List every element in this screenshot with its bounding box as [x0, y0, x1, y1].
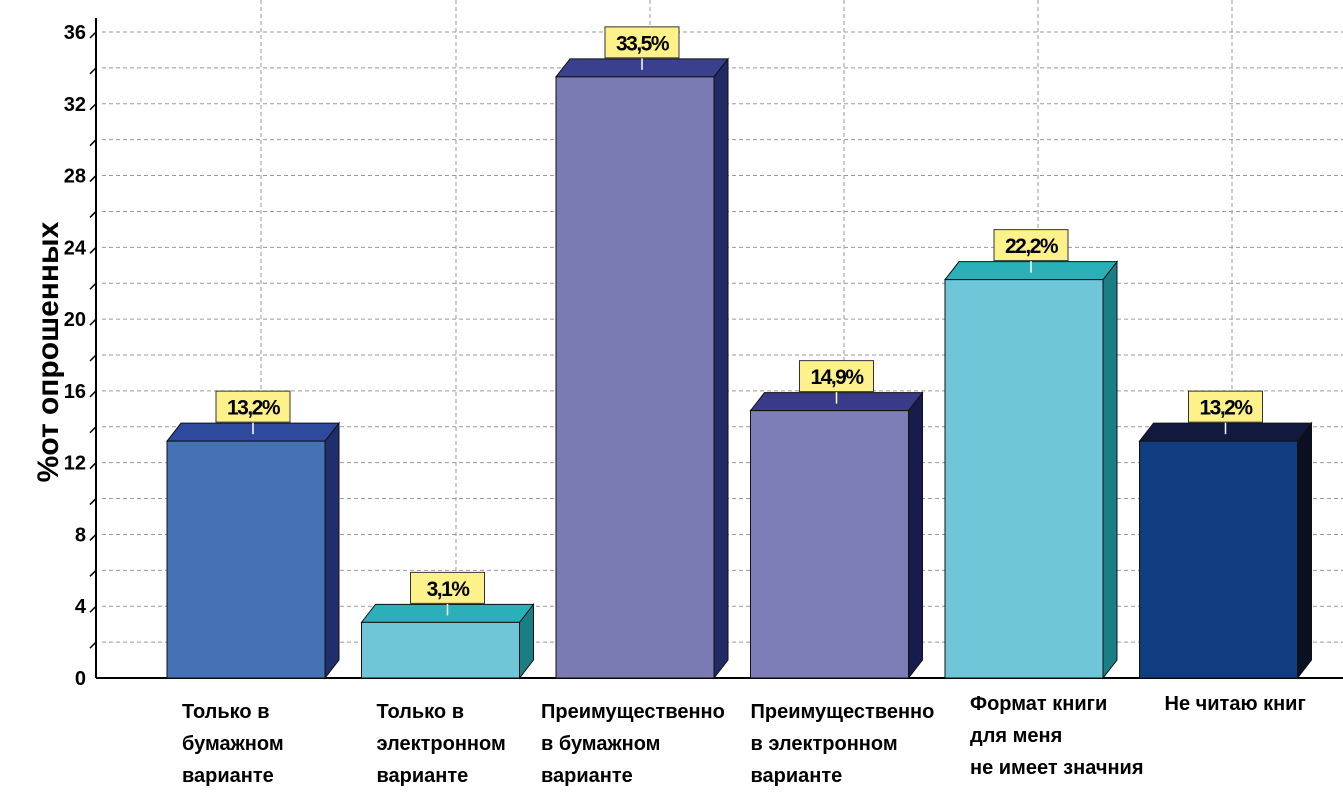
y-tick-label: 8 — [75, 524, 86, 546]
y-tick-mark — [89, 103, 97, 111]
category-label: Только в бумажном варианте — [182, 701, 284, 787]
data-label-box — [799, 360, 874, 393]
data-labels: 13,2% 3,1% 33,5% 14,9% 22,2% 13,2% — [215, 26, 1263, 616]
bar — [165, 421, 341, 680]
y-tick-mark — [89, 498, 97, 506]
y-tick-mark — [89, 426, 97, 434]
y-tick-mark — [89, 246, 97, 254]
y-tick-label: 32 — [64, 94, 86, 116]
data-label: 13,2% — [1188, 390, 1263, 435]
bar-front — [1139, 440, 1298, 679]
bar-front — [750, 410, 909, 679]
y-tick-mark — [89, 354, 97, 362]
y-tick-mark — [89, 390, 97, 398]
y-axis-label: %от опрошенных — [32, 221, 65, 482]
y-tick-mark — [89, 67, 97, 75]
category-label: Преимущественно в бумажном варианте — [541, 701, 725, 787]
data-label-box — [410, 571, 485, 604]
data-label-text: 14,9% — [810, 366, 864, 389]
data-label-text: 13,2% — [1199, 397, 1253, 420]
bar-front — [555, 76, 715, 679]
bar-side — [1102, 260, 1118, 680]
y-tick-mark — [89, 318, 97, 326]
y-tick-mark — [89, 31, 97, 39]
bar-side — [908, 391, 923, 680]
category-labels: Только в бумажном варианте Только в электрон… — [182, 693, 1306, 787]
y-tick-label: 28 — [64, 166, 86, 188]
data-label-box — [604, 26, 680, 59]
data-label-box — [993, 229, 1069, 262]
category-label: Формат книги для меня не имеет значния — [970, 693, 1144, 779]
data-label-text: 13,2% — [227, 397, 281, 420]
y-tick-mark — [89, 462, 97, 470]
bar-front — [361, 621, 520, 679]
category-label: Преимущественно в электронном варианте — [751, 701, 935, 787]
y-tick-mark — [89, 641, 97, 649]
data-label-text: 22,2% — [1005, 235, 1059, 258]
y-tick-label: 4 — [75, 596, 87, 618]
data-label: 3,1% — [410, 571, 485, 616]
bar-side — [1297, 421, 1312, 680]
y-tick-label: 16 — [64, 381, 86, 403]
bar-side — [324, 421, 340, 680]
y-tick-mark — [89, 533, 97, 541]
bar — [1138, 421, 1313, 680]
data-label: 22,2% — [993, 229, 1069, 273]
category-label: Только в электронном варианте — [377, 701, 506, 787]
data-label-box — [215, 390, 291, 423]
category-label: Не читаю книг — [1165, 693, 1306, 715]
data-label: 13,2% — [215, 390, 291, 435]
y-tick-mark — [89, 210, 97, 218]
y-tick-label: 12 — [64, 453, 86, 475]
y-tick-mark — [89, 569, 97, 577]
bar-side — [713, 57, 729, 680]
y-tick-mark — [89, 605, 97, 613]
data-label-box — [1188, 390, 1263, 423]
y-tick-label: 24 — [64, 237, 87, 259]
data-label-text: 3,1% — [427, 578, 471, 601]
bar — [554, 57, 730, 680]
bar — [749, 391, 924, 680]
bar — [943, 260, 1119, 680]
bar-front — [166, 440, 326, 679]
y-tick-label: 36 — [64, 22, 86, 44]
y-tick-mark — [89, 282, 97, 290]
y-tick-label: 0 — [75, 668, 86, 690]
data-label: 14,9% — [799, 360, 874, 404]
bar — [360, 602, 535, 680]
y-axis-ticks: 0 4 8 12 16 20 24 28 32 36 — [64, 22, 87, 690]
bars — [165, 57, 1313, 680]
y-tick-mark — [89, 175, 97, 183]
data-label-text: 33,5% — [616, 32, 670, 55]
y-tick-mark — [89, 139, 97, 147]
y-tick-label: 20 — [64, 309, 86, 331]
data-label: 33,5% — [604, 26, 680, 70]
bar-front — [944, 279, 1104, 679]
